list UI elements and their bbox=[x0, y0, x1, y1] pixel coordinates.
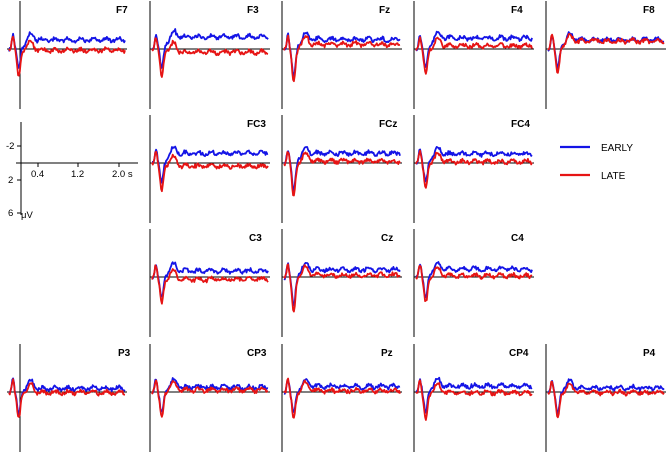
panel-P3: P3 bbox=[7, 344, 131, 452]
y-tick-label: 6 bbox=[8, 208, 13, 219]
waveform-late-C4 bbox=[415, 264, 533, 302]
electrode-label: P3 bbox=[118, 348, 131, 359]
waveform-late-Pz bbox=[283, 377, 401, 419]
electrode-label: C3 bbox=[249, 233, 262, 244]
electrode-label: F7 bbox=[116, 5, 128, 16]
waveform-late-Fz bbox=[283, 34, 401, 83]
waveform-early-CP3 bbox=[151, 377, 269, 413]
electrode-label: CP4 bbox=[509, 348, 529, 359]
panel-F8: F8 bbox=[545, 1, 666, 109]
panel-CP3: CP3 bbox=[149, 344, 270, 452]
x-tick-label: 2.0 s bbox=[112, 169, 133, 180]
y-unit-label: μV bbox=[21, 210, 33, 221]
panel-FC4: FC4 bbox=[413, 115, 534, 223]
electrode-label: Pz bbox=[381, 348, 393, 359]
waveform-early-F4 bbox=[415, 30, 533, 68]
legend-label-late: LATE bbox=[601, 171, 626, 182]
waveform-late-FCz bbox=[283, 151, 401, 197]
waveform-late-Cz bbox=[283, 263, 401, 313]
scale-axes: -2 2 6 μV 0.4 1.2 2.0 s bbox=[6, 122, 138, 221]
electrode-label: F3 bbox=[247, 5, 259, 16]
electrode-label: FCz bbox=[379, 119, 397, 130]
panel-C4: C4 bbox=[413, 229, 534, 337]
panel-Pz: Pz bbox=[281, 344, 402, 452]
electrode-label: F8 bbox=[643, 5, 655, 16]
waveform-early-Cz bbox=[283, 262, 401, 307]
waveform-early-F8 bbox=[547, 31, 665, 70]
y-tick-label: 2 bbox=[8, 175, 13, 186]
waveform-early-F3 bbox=[151, 28, 269, 69]
electrode-label: Cz bbox=[381, 233, 393, 244]
electrode-label: P4 bbox=[643, 348, 656, 359]
waveform-early-C4 bbox=[415, 261, 533, 299]
waveform-early-C3 bbox=[151, 261, 269, 298]
electrode-label: Fz bbox=[379, 5, 390, 16]
panel-C3: C3 bbox=[149, 229, 270, 337]
waveform-late-FC4 bbox=[415, 149, 533, 189]
waveform-late-CP4 bbox=[415, 379, 533, 421]
electrode-label: CP3 bbox=[247, 348, 267, 359]
waveform-early-CP4 bbox=[415, 376, 533, 414]
x-tick-label: 0.4 bbox=[31, 169, 44, 180]
waveform-late-FC3 bbox=[151, 150, 269, 193]
waveform-late-F7 bbox=[8, 35, 126, 77]
waveform-early-P4 bbox=[547, 378, 665, 416]
electrode-label: FC3 bbox=[247, 119, 266, 130]
legend-label-early: EARLY bbox=[601, 143, 633, 154]
waveform-early-FCz bbox=[283, 146, 401, 193]
panel-F7: F7 bbox=[7, 1, 128, 109]
waveform-early-Pz bbox=[283, 378, 401, 413]
panel-P4: P4 bbox=[545, 344, 666, 452]
panel-F3: F3 bbox=[149, 1, 270, 109]
waveform-early-F7 bbox=[8, 31, 126, 69]
panel-F4: F4 bbox=[413, 1, 534, 109]
legend: EARLY LATE bbox=[560, 143, 633, 182]
waveform-late-F3 bbox=[151, 37, 269, 78]
panel-FCz: FCz bbox=[281, 115, 402, 223]
y-tick-label: -2 bbox=[6, 141, 14, 152]
x-tick-label: 1.2 bbox=[71, 169, 84, 180]
electrode-label: FC4 bbox=[511, 119, 530, 130]
waveform-late-P4 bbox=[547, 380, 665, 419]
waveform-late-CP3 bbox=[151, 379, 269, 418]
panel-Cz: Cz bbox=[281, 229, 402, 337]
panel-FC3: FC3 bbox=[149, 115, 270, 223]
electrode-label: F4 bbox=[511, 5, 523, 16]
waveform-late-P3 bbox=[8, 378, 126, 418]
electrode-label: C4 bbox=[511, 233, 524, 244]
waveform-early-FC4 bbox=[415, 146, 533, 183]
waveform-late-F4 bbox=[415, 36, 533, 75]
waveform-early-FC3 bbox=[151, 145, 269, 184]
waveform-early-Fz bbox=[283, 31, 401, 79]
waveform-early-P3 bbox=[8, 377, 126, 416]
waveform-late-C3 bbox=[151, 264, 269, 305]
panel-CP4: CP4 bbox=[413, 344, 534, 452]
panel-Fz: Fz bbox=[281, 1, 402, 109]
waveform-late-F8 bbox=[547, 33, 665, 74]
